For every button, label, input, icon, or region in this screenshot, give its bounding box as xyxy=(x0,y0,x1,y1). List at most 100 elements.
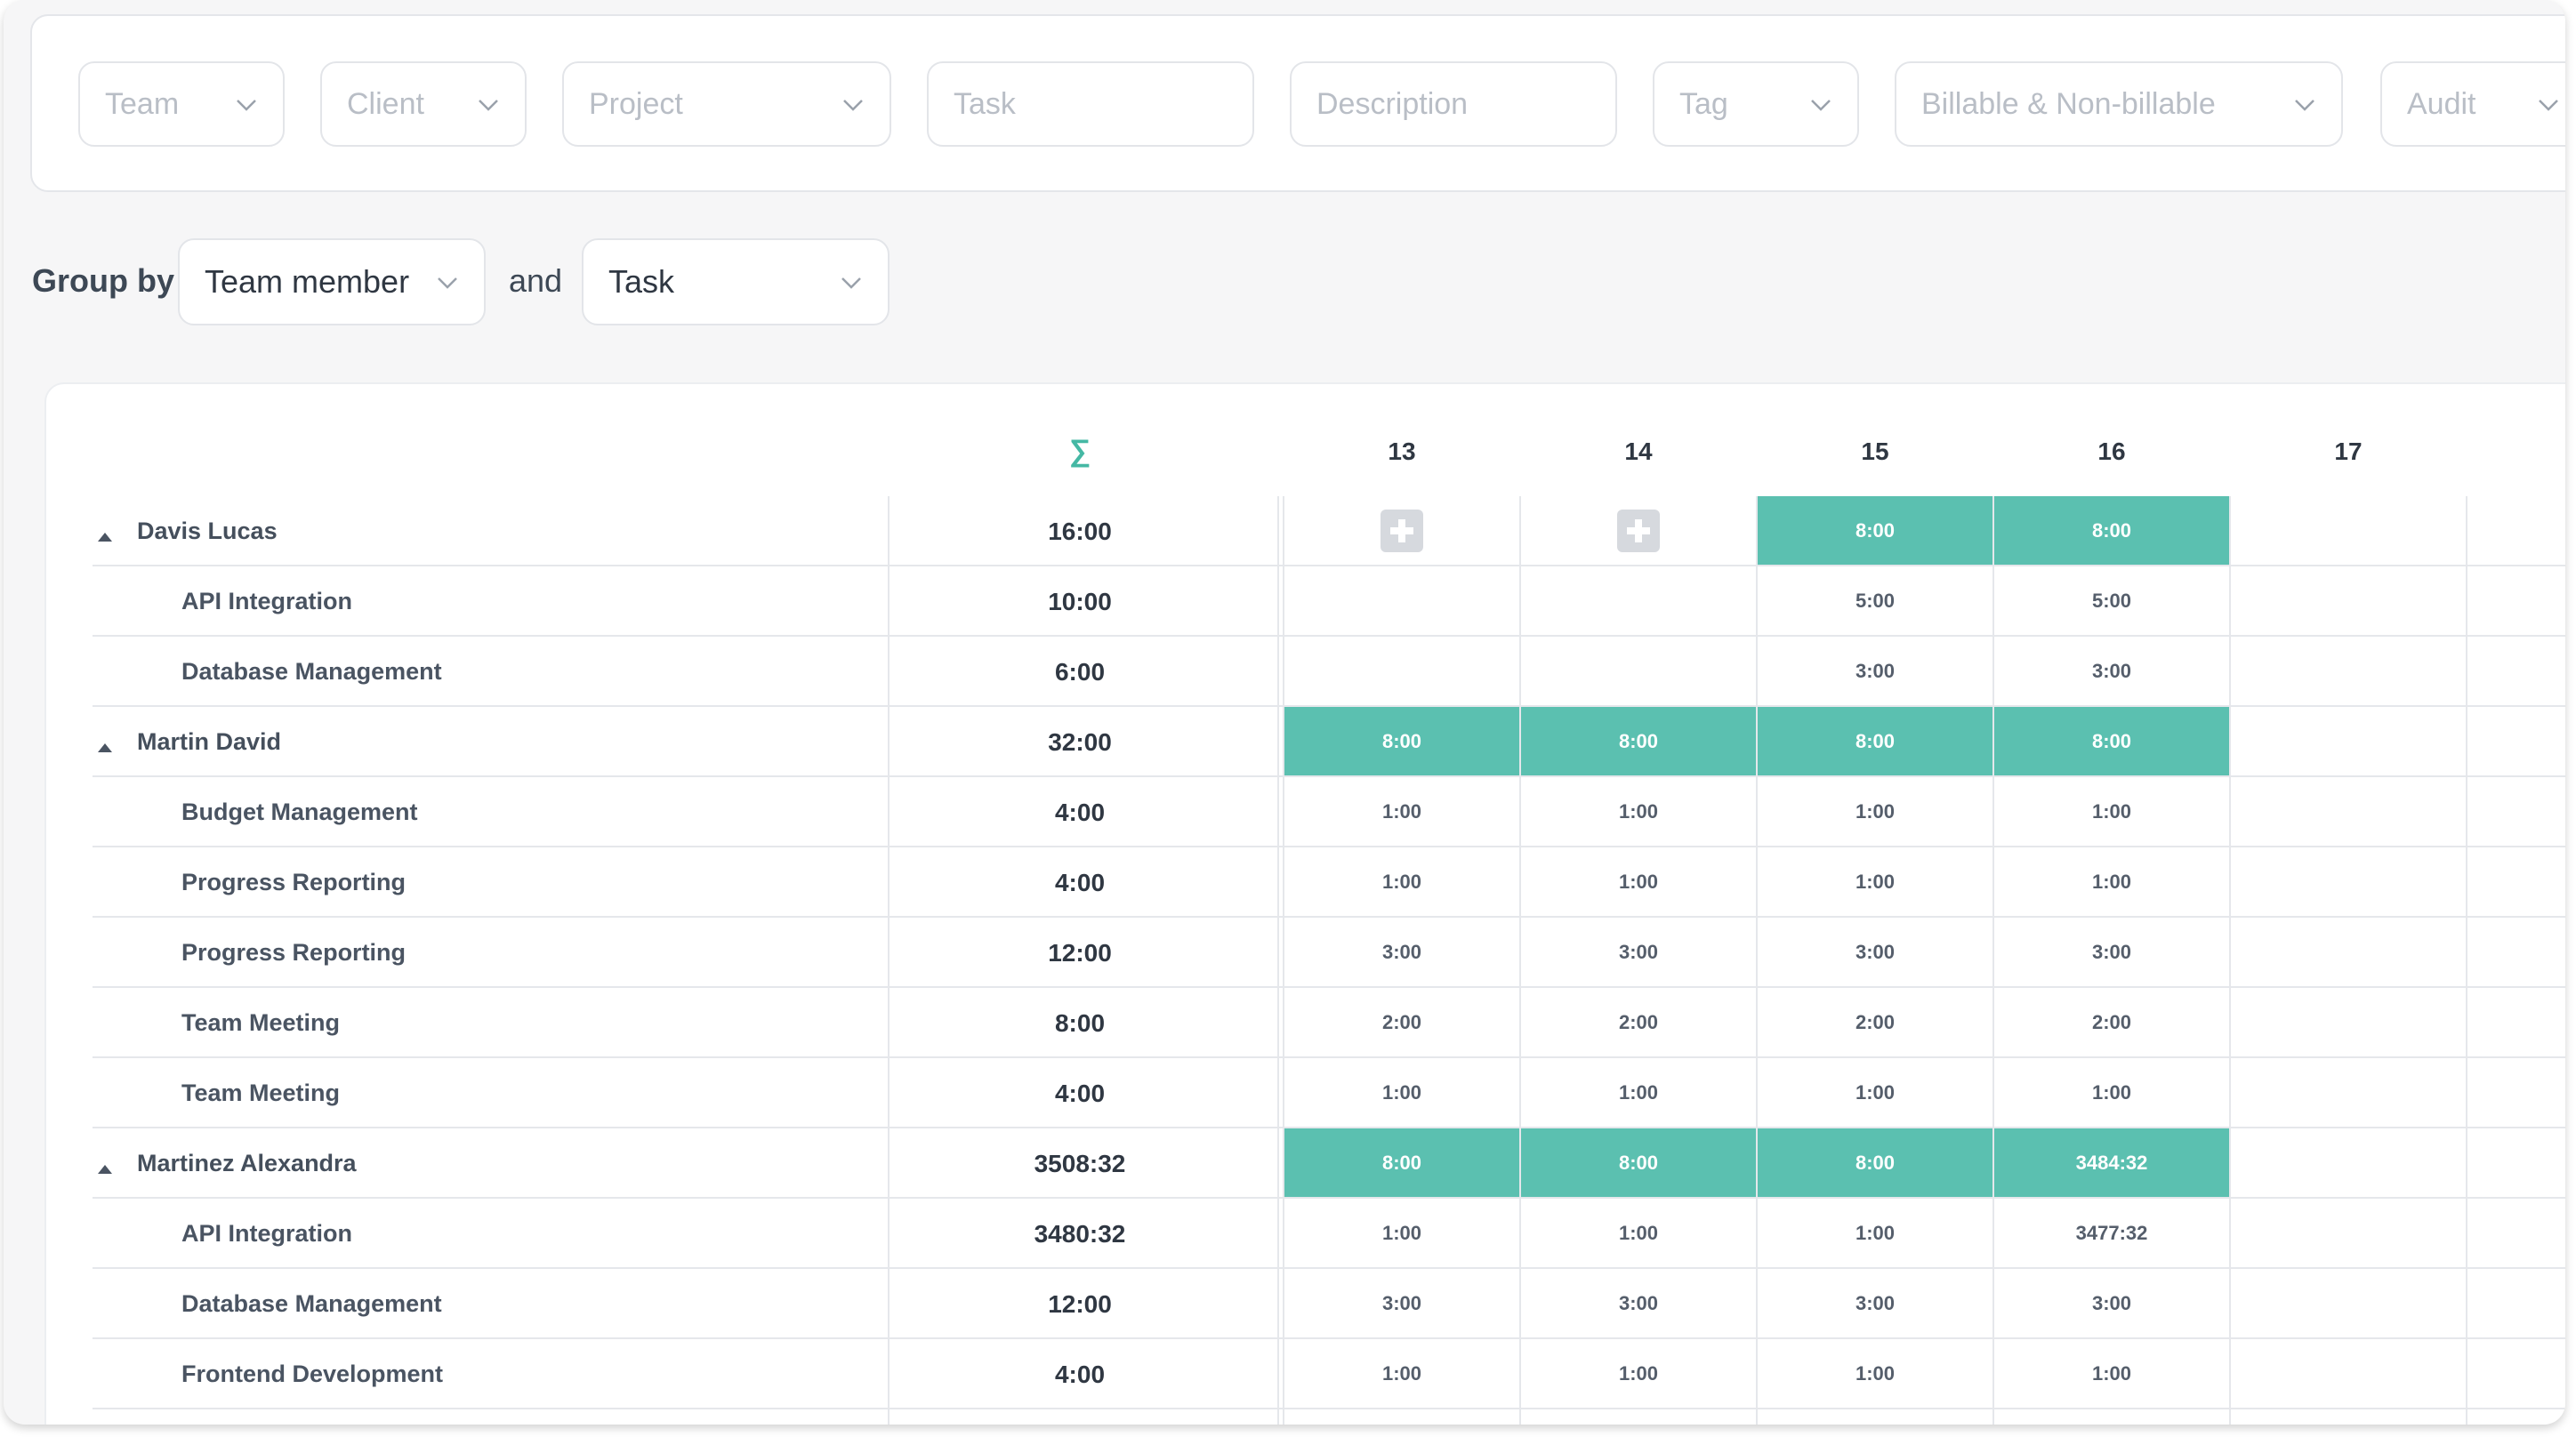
day-cell-17[interactable] xyxy=(2231,496,2466,565)
plus-icon[interactable] xyxy=(1617,510,1660,552)
day-cell-15[interactable]: 3:00 xyxy=(1855,941,1896,963)
day-cell-14[interactable]: 1:00 xyxy=(1618,871,1659,893)
day-cell-13[interactable]: 3:00 xyxy=(1381,1292,1422,1314)
day-cell-15[interactable]: 8:00 xyxy=(1758,1128,1992,1197)
filter-client[interactable]: Client xyxy=(320,61,527,147)
chevron-down-icon xyxy=(840,92,866,118)
day-cell-16[interactable]: 1:00 xyxy=(2091,1362,2132,1385)
chevron-down-icon xyxy=(2535,92,2562,118)
day-cell-15[interactable]: 1:00 xyxy=(1855,1222,1896,1244)
day-header-17: 17 xyxy=(2334,438,2363,465)
day-cell-14[interactable]: 1:00 xyxy=(1618,1362,1659,1385)
day-cell-14[interactable]: 8:00 xyxy=(1521,1128,1756,1197)
day-cell-13[interactable]: 1:00 xyxy=(1381,800,1422,823)
day-cell-17[interactable] xyxy=(2231,777,2466,846)
group-by-primary-value: Team member xyxy=(205,263,410,300)
task-name: Progress Reporting xyxy=(181,869,407,895)
day-cell-17[interactable] xyxy=(2231,637,2466,705)
row-divider xyxy=(93,916,2565,918)
day-cell-15[interactable]: 3:00 xyxy=(1855,1292,1896,1314)
day-cell-13[interactable] xyxy=(1284,637,1519,705)
caret-up-icon[interactable] xyxy=(96,530,114,542)
group-row: Martinez Alexandra 3508:32 8:00 8:00 8:00 348… xyxy=(46,1128,2565,1199)
group-by-secondary-select[interactable]: Task xyxy=(582,238,890,325)
filter-audit[interactable]: Audit xyxy=(2380,61,2565,147)
day-cell-15[interactable]: 1:00 xyxy=(1855,1081,1896,1104)
day-cell-17[interactable] xyxy=(2231,1058,2466,1127)
task-row: Database Management 12:00 3:00 3:00 3:00 3:00 xyxy=(46,1269,2565,1339)
group-by-label: Group by xyxy=(32,262,174,299)
day-cell-15[interactable]: 8:00 xyxy=(1758,496,1992,565)
filter-billable[interactable]: Billable & Non-billable xyxy=(1895,61,2343,147)
row-divider xyxy=(93,846,2565,847)
filter-project[interactable]: Project xyxy=(562,61,891,147)
day-cell-14[interactable]: 3:00 xyxy=(1618,1292,1659,1314)
day-cell-14[interactable]: 2:00 xyxy=(1618,1011,1659,1033)
day-cell-13[interactable]: 1:00 xyxy=(1381,871,1422,893)
day-cell-13[interactable]: 8:00 xyxy=(1284,707,1519,775)
day-cell-16[interactable]: 3477:32 xyxy=(2075,1222,2148,1244)
filter-task-input[interactable]: Task xyxy=(927,61,1254,147)
day-cell-13[interactable]: 2:00 xyxy=(1381,1011,1422,1033)
day-cell-16[interactable]: 2:00 xyxy=(2091,1011,2132,1033)
task-name: Database Management xyxy=(181,1290,442,1317)
group-row: Martin David 32:00 8:00 8:00 8:00 8:00 xyxy=(46,707,2565,777)
caret-up-icon[interactable] xyxy=(96,1162,114,1175)
day-cell-17[interactable] xyxy=(2231,918,2466,986)
day-cell-14[interactable]: 3:00 xyxy=(1618,941,1659,963)
day-cell-16[interactable]: 5:00 xyxy=(2091,590,2132,612)
day-cell-17[interactable] xyxy=(2231,988,2466,1056)
day-cell-14[interactable] xyxy=(1521,637,1756,705)
day-cell-13[interactable]: 3:00 xyxy=(1381,941,1422,963)
filter-team[interactable]: Team xyxy=(78,61,285,147)
day-cell-13[interactable]: 1:00 xyxy=(1381,1081,1422,1104)
task-name: Database Management xyxy=(181,658,442,685)
filter-tag[interactable]: Tag xyxy=(1653,61,1859,147)
filter-description-input[interactable]: Description xyxy=(1290,61,1617,147)
day-cell-14[interactable] xyxy=(1521,496,1756,565)
day-cell-14[interactable]: 1:00 xyxy=(1618,800,1659,823)
day-cell-17[interactable] xyxy=(2231,566,2466,635)
day-cell-16[interactable]: 3:00 xyxy=(2091,1292,2132,1314)
day-cell-14[interactable]: 8:00 xyxy=(1521,707,1756,775)
row-divider xyxy=(93,1197,2565,1199)
day-cell-14[interactable] xyxy=(1521,566,1756,635)
day-cell-16[interactable]: 1:00 xyxy=(2091,871,2132,893)
plus-icon[interactable] xyxy=(1381,510,1423,552)
day-cell-14[interactable]: 1:00 xyxy=(1618,1222,1659,1244)
day-cell-13[interactable]: 1:00 xyxy=(1381,1362,1422,1385)
day-cell-17[interactable] xyxy=(2231,1128,2466,1197)
day-cell-17[interactable] xyxy=(2231,1269,2466,1337)
day-cell-13[interactable] xyxy=(1284,566,1519,635)
day-cell-16[interactable]: 1:00 xyxy=(2091,800,2132,823)
day-cell-14[interactable]: 1:00 xyxy=(1618,1081,1659,1104)
day-cell-15[interactable]: 2:00 xyxy=(1855,1011,1896,1033)
day-cell-17[interactable] xyxy=(2231,847,2466,916)
row-total: 6:00 xyxy=(1054,658,1106,686)
day-cell-16[interactable]: 8:00 xyxy=(1994,496,2229,565)
day-cell-17[interactable] xyxy=(2231,1199,2466,1267)
app-window: Team Client Project Task Description Tag… xyxy=(4,0,2565,1425)
chevron-down-icon xyxy=(475,92,502,118)
day-cell-16[interactable]: 1:00 xyxy=(2091,1081,2132,1104)
day-cell-13[interactable]: 8:00 xyxy=(1284,1128,1519,1197)
chevron-down-icon xyxy=(838,269,865,296)
day-cell-13[interactable]: 1:00 xyxy=(1381,1222,1422,1244)
day-cell-16[interactable]: 3484:32 xyxy=(1994,1128,2229,1197)
group-by-primary-select[interactable]: Team member xyxy=(178,238,486,325)
caret-up-icon[interactable] xyxy=(96,741,114,753)
day-cell-16[interactable]: 3:00 xyxy=(2091,941,2132,963)
day-cell-16[interactable]: 3:00 xyxy=(2091,660,2132,682)
row-total: 12:00 xyxy=(1048,1290,1112,1318)
day-cell-13[interactable] xyxy=(1284,496,1519,565)
day-cell-17[interactable] xyxy=(2231,707,2466,775)
day-cell-15[interactable]: 1:00 xyxy=(1855,1362,1896,1385)
day-cell-16[interactable]: 8:00 xyxy=(1994,707,2229,775)
day-cell-15[interactable]: 3:00 xyxy=(1855,660,1896,682)
day-cell-15[interactable]: 1:00 xyxy=(1855,800,1896,823)
day-cell-15[interactable]: 5:00 xyxy=(1855,590,1896,612)
day-cell-15[interactable]: 1:00 xyxy=(1855,871,1896,893)
day-cell-17[interactable] xyxy=(2231,1339,2466,1408)
day-cell-15[interactable]: 8:00 xyxy=(1758,707,1992,775)
chevron-down-icon xyxy=(2291,92,2318,118)
